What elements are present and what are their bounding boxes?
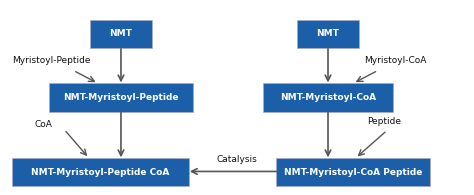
Text: NMT: NMT: [109, 29, 132, 38]
Text: Myristoyl-CoA: Myristoyl-CoA: [365, 56, 427, 65]
Text: NMT: NMT: [317, 29, 339, 38]
Text: NMT-Myristoyl-CoA Peptide: NMT-Myristoyl-CoA Peptide: [284, 168, 422, 177]
Text: NMT-Myristoyl-Peptide CoA: NMT-Myristoyl-Peptide CoA: [31, 168, 170, 177]
Text: Catalysis: Catalysis: [217, 155, 257, 164]
Text: NMT-Myristoyl-CoA: NMT-Myristoyl-CoA: [280, 93, 376, 102]
FancyBboxPatch shape: [297, 20, 359, 48]
Text: CoA: CoA: [35, 120, 53, 129]
FancyBboxPatch shape: [49, 83, 192, 112]
Text: NMT-Myristoyl-Peptide: NMT-Myristoyl-Peptide: [63, 93, 179, 102]
FancyBboxPatch shape: [12, 158, 189, 186]
FancyBboxPatch shape: [276, 158, 430, 186]
Text: Peptide: Peptide: [367, 117, 401, 126]
FancyBboxPatch shape: [263, 83, 393, 112]
Text: Myristoyl-Peptide: Myristoyl-Peptide: [12, 57, 90, 66]
FancyBboxPatch shape: [90, 20, 152, 48]
